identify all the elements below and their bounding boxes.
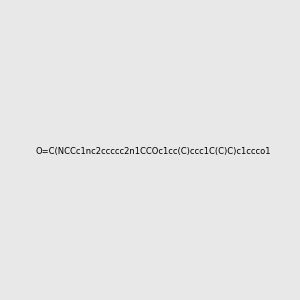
Text: O=C(NCCc1nc2ccccc2n1CCOc1cc(C)ccc1C(C)C)c1ccco1: O=C(NCCc1nc2ccccc2n1CCOc1cc(C)ccc1C(C)C)… — [36, 147, 272, 156]
